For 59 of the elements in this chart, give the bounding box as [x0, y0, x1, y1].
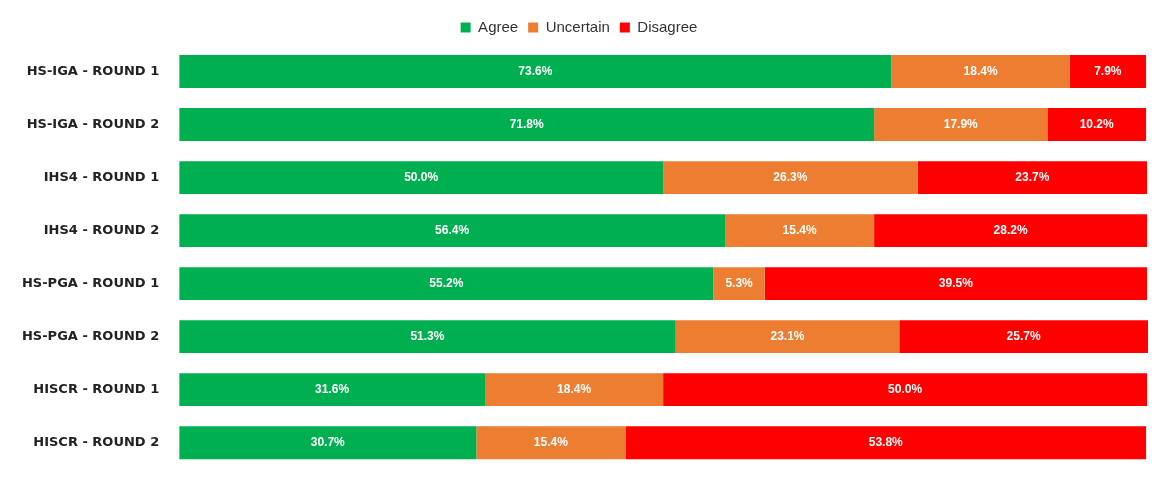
- bar: [179, 426, 477, 460]
- data-label: 5.3%: [725, 275, 754, 290]
- bar: [663, 373, 1148, 407]
- bar: [891, 55, 1070, 88]
- legend-label: Agree: [478, 17, 519, 35]
- bar: [675, 320, 900, 354]
- data-label: 15.4%: [533, 435, 569, 449]
- bar: [1069, 55, 1147, 88]
- data-label: 51.3%: [410, 328, 445, 343]
- bar: [179, 108, 875, 141]
- bar: [179, 267, 714, 301]
- data-label: 55.2%: [429, 275, 464, 290]
- bar: [179, 320, 676, 354]
- data-label: 7.9%: [1094, 63, 1122, 78]
- data-label: 17.9%: [943, 116, 979, 131]
- bar: [179, 214, 726, 248]
- y-tick-label: HS-IGA - ROUND 1: [26, 62, 160, 78]
- data-label: 71.8%: [509, 116, 544, 131]
- legend-label: Disagree: [637, 17, 698, 35]
- data-label: 23.7%: [1015, 169, 1050, 184]
- y-tick-label: HS-PGA - ROUND 1: [21, 274, 160, 290]
- y-tick-label: HS-PGA - ROUND 2: [21, 328, 160, 344]
- data-label: 15.4%: [782, 222, 817, 237]
- bar: [179, 55, 892, 88]
- data-label: 23.1%: [770, 328, 805, 343]
- bar: [476, 426, 626, 460]
- data-label: 53.8%: [868, 435, 904, 449]
- y-tick-label: HS-IGA - ROUND 2: [26, 115, 160, 131]
- bar: [179, 373, 486, 407]
- data-label: 10.2%: [1079, 116, 1115, 131]
- y-tick-label: IHS4 - ROUND 1: [43, 168, 160, 184]
- data-label: 30.7%: [310, 435, 346, 449]
- y-tick-label: HISCR - ROUND 2: [33, 434, 160, 450]
- data-label: 50.0%: [404, 169, 439, 184]
- bar: [179, 161, 664, 194]
- bar: [625, 426, 1147, 460]
- data-label: 26.3%: [773, 169, 808, 184]
- data-label: 18.4%: [557, 381, 592, 396]
- data-label: 25.7%: [1006, 328, 1041, 343]
- data-label: 56.4%: [435, 222, 470, 237]
- bar: [874, 214, 1148, 248]
- data-label: 18.4%: [963, 63, 998, 78]
- bar: [874, 108, 1048, 141]
- y-tick-label: IHS4 - ROUND 2: [43, 221, 160, 237]
- y-tick-label: HISCR - ROUND 1: [33, 381, 160, 397]
- bar: [764, 267, 1148, 301]
- data-label: 73.6%: [518, 63, 553, 78]
- bar: [663, 161, 918, 194]
- bar: [725, 214, 875, 248]
- bar: [485, 373, 664, 407]
- data-label: 31.6%: [315, 381, 350, 396]
- legend-label: Uncertain: [545, 17, 610, 35]
- bar: [713, 267, 765, 301]
- data-label: 39.5%: [938, 275, 974, 290]
- bar: [1047, 108, 1147, 141]
- bar: [899, 320, 1148, 354]
- data-label: 28.2%: [993, 222, 1028, 237]
- data-label: 50.0%: [888, 381, 923, 396]
- bar: [917, 161, 1148, 194]
